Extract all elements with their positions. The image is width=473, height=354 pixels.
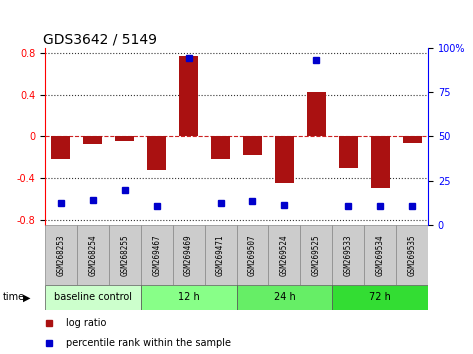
Bar: [51, 136, 70, 159]
Text: GSM268253: GSM268253: [56, 234, 65, 276]
Bar: [147, 136, 166, 170]
Bar: [396, 225, 428, 285]
Text: GSM268255: GSM268255: [120, 234, 129, 276]
Text: 24 h: 24 h: [273, 292, 295, 302]
Text: ▶: ▶: [23, 292, 30, 302]
Text: GDS3642 / 5149: GDS3642 / 5149: [43, 33, 157, 47]
Bar: [300, 225, 332, 285]
Bar: [211, 136, 230, 159]
Text: log ratio: log ratio: [66, 318, 106, 328]
Text: GSM269507: GSM269507: [248, 234, 257, 276]
Text: GSM269467: GSM269467: [152, 234, 161, 276]
Bar: [45, 285, 140, 310]
Bar: [236, 285, 332, 310]
Bar: [140, 285, 236, 310]
Bar: [173, 225, 204, 285]
Bar: [275, 136, 294, 183]
Bar: [364, 225, 396, 285]
Bar: [403, 136, 421, 143]
Text: GSM268254: GSM268254: [88, 234, 97, 276]
Bar: [332, 225, 364, 285]
Bar: [115, 136, 134, 142]
Bar: [268, 225, 300, 285]
Bar: [109, 225, 140, 285]
Text: GSM269469: GSM269469: [184, 234, 193, 276]
Bar: [141, 225, 173, 285]
Bar: [370, 136, 390, 188]
Text: time: time: [2, 292, 25, 302]
Text: 12 h: 12 h: [178, 292, 200, 302]
Text: GSM269535: GSM269535: [408, 234, 417, 276]
Text: percentile rank within the sample: percentile rank within the sample: [66, 338, 231, 348]
Bar: [332, 285, 428, 310]
Text: 72 h: 72 h: [369, 292, 391, 302]
Bar: [339, 136, 358, 167]
Bar: [77, 225, 109, 285]
Text: GSM269471: GSM269471: [216, 234, 225, 276]
Text: GSM269534: GSM269534: [376, 234, 385, 276]
Text: baseline control: baseline control: [54, 292, 132, 302]
Bar: [307, 92, 326, 136]
Text: GSM269533: GSM269533: [344, 234, 353, 276]
Text: GSM269525: GSM269525: [312, 234, 321, 276]
Bar: [45, 225, 77, 285]
Bar: [243, 136, 262, 155]
Text: GSM269524: GSM269524: [280, 234, 289, 276]
Bar: [204, 225, 236, 285]
Bar: [236, 225, 268, 285]
Bar: [179, 56, 198, 136]
Bar: [83, 136, 102, 144]
